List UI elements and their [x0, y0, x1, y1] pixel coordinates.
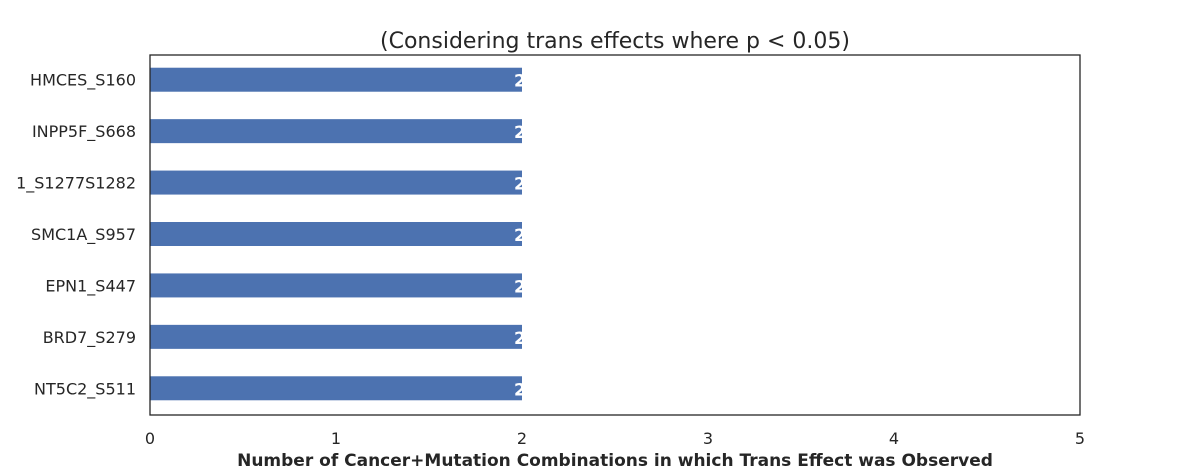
x-axis-label: Number of Cancer+Mutation Combinations i…: [237, 451, 993, 466]
y-tick-label: INPP5F_S668: [32, 122, 136, 142]
x-tick-label: 5: [1075, 429, 1085, 448]
y-tick-label: NT5C2_S511: [34, 379, 136, 399]
bar-value-label: 2: [514, 380, 526, 400]
x-tick-label: 4: [889, 429, 899, 448]
y-tick-label: 1_S1277S1282: [16, 174, 136, 194]
bar-value-label: 2: [514, 123, 526, 143]
bars-layer: 2 2 2 2 2 2 2: [150, 67, 526, 401]
x-tick-labels: 0 1 2 3 4 5: [145, 429, 1085, 448]
x-tick-label: 0: [145, 429, 155, 448]
y-tick-label: EPN1_S447: [45, 276, 136, 296]
y-tick-label: BRD7_S279: [43, 328, 136, 348]
y-tick-label: HMCES_S160: [30, 71, 136, 91]
bar: [150, 324, 522, 349]
x-tick-label: 3: [703, 429, 713, 448]
x-tick-label: 2: [517, 429, 527, 448]
bar: [150, 273, 522, 298]
bar: [150, 376, 522, 401]
bar-value-label: 2: [514, 329, 526, 349]
y-tick-label: SMC1A_S957: [31, 225, 136, 245]
bar-value-label: 2: [514, 226, 526, 246]
x-tick-label: 1: [331, 429, 341, 448]
bar: [150, 170, 522, 195]
bar-value-label: 2: [514, 72, 526, 92]
plot-frame: [149, 54, 1081, 416]
bar: [150, 222, 522, 246]
bar-value-label: 2: [514, 175, 526, 195]
bar-value-label: 2: [514, 277, 526, 297]
chart-title: (Considering trans effects where p < 0.0…: [380, 29, 850, 54]
bar: [150, 119, 522, 144]
y-tick-labels: HMCES_S160 INPP5F_S668 1_S1277S1282 SMC1A_S…: [16, 71, 136, 400]
bar: [150, 67, 522, 92]
